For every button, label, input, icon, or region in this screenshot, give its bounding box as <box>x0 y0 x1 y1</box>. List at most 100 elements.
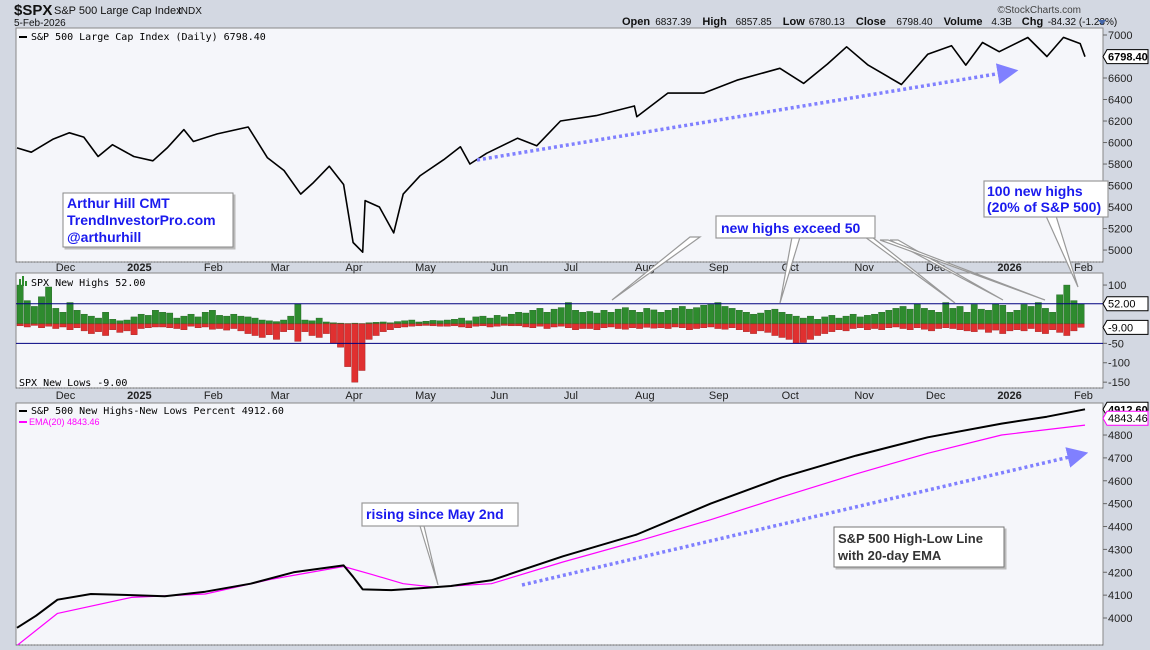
new-highs-bar <box>166 312 174 325</box>
new-lows-bar <box>550 323 558 328</box>
new-highs-bar <box>465 320 473 325</box>
new-lows-bar <box>230 323 238 329</box>
new-lows-bar <box>1027 323 1035 329</box>
y-tick-label: 5600 <box>1108 181 1132 193</box>
new-highs-bar <box>878 312 886 325</box>
new-lows-bar <box>1063 323 1071 336</box>
y-tick-label: -50 <box>1108 338 1124 350</box>
new-lows-bar <box>849 323 857 329</box>
new-lows-bar <box>436 323 444 327</box>
new-highs-bar <box>707 304 715 325</box>
new-lows-bar <box>743 323 750 332</box>
new-highs-bar <box>750 313 757 325</box>
new-highs-bar <box>287 315 295 325</box>
new-lows-bar <box>337 323 344 348</box>
new-lows-bar <box>757 323 764 332</box>
new-lows-bar <box>636 323 643 329</box>
y-tick-label: 4800 <box>1108 430 1132 442</box>
new-lows-bar <box>201 323 209 328</box>
new-lows-bar <box>686 323 693 330</box>
new-highs-bar <box>451 319 458 325</box>
new-highs-legend: SPX New Highs 52.00 <box>31 278 145 289</box>
y-tick-label: 4500 <box>1108 499 1132 511</box>
new-lows-bar <box>557 323 565 327</box>
new-lows-last-label: -9.00 <box>1108 322 1133 334</box>
new-highs-bar <box>885 310 893 325</box>
new-lows-bar <box>671 323 679 328</box>
new-lows-bar <box>664 323 672 329</box>
new-highs-bar <box>921 308 928 325</box>
dropdown-icon[interactable] <box>1098 20 1106 25</box>
new-lows-bar <box>401 323 409 328</box>
x-tick-label: Feb <box>204 262 223 274</box>
new-lows-bar <box>970 323 978 332</box>
price-last-value-label: 6798.40 <box>1108 52 1148 64</box>
svg-text:new highs exceed 50: new highs exceed 50 <box>721 220 860 236</box>
chart-date: 5-Feb-2026 <box>14 18 66 29</box>
new-lows-bar <box>152 323 159 328</box>
x-tick-label: 2025 <box>127 390 151 402</box>
new-highs-bar <box>800 317 807 325</box>
quote-label-low: Low <box>783 16 805 28</box>
new-highs-bar <box>31 306 38 325</box>
new-highs-bar <box>985 310 992 325</box>
y-tick-label: 6200 <box>1108 116 1132 128</box>
new-lows-bar <box>486 323 494 328</box>
new-highs-bar <box>38 296 45 325</box>
new-highs-last-label: 52.00 <box>1108 299 1136 311</box>
hl-legend-swatch <box>19 410 27 412</box>
new-lows-bar <box>586 323 594 329</box>
new-lows-bar <box>216 323 223 329</box>
x-tick-label: Aug <box>635 390 655 402</box>
x-tick-label: Nov <box>854 262 874 274</box>
new-lows-bar <box>693 323 700 329</box>
new-lows-bar <box>322 323 330 334</box>
new-highs-bar <box>821 316 829 325</box>
new-highs-bar <box>16 284 24 325</box>
y-tick-label: 4700 <box>1108 453 1132 465</box>
new-highs-lows-panel <box>15 272 1104 389</box>
new-highs-bar <box>294 303 302 325</box>
new-lows-bar <box>66 323 74 330</box>
x-tick-label: Nov <box>854 390 874 402</box>
new-lows-bar <box>657 323 665 328</box>
new-highs-bar <box>1077 303 1085 325</box>
new-highs-bar <box>422 320 430 325</box>
y-tick-label: 4300 <box>1108 544 1132 556</box>
new-lows-bar <box>978 323 985 330</box>
new-lows-bar <box>500 323 508 326</box>
new-highs-bar <box>73 310 81 325</box>
new-lows-bar <box>80 323 88 332</box>
new-lows-bar <box>622 323 629 330</box>
new-lows-bar <box>379 323 387 332</box>
new-lows-bar <box>493 323 501 327</box>
new-highs-bar <box>864 315 871 325</box>
new-lows-bar <box>1056 323 1064 333</box>
new-lows-bar <box>735 323 743 330</box>
new-highs-bar <box>80 313 88 325</box>
new-highs-bar <box>1042 308 1049 325</box>
hl-line-legend: S&P 500 New Highs-New Lows Percent 4912.… <box>31 406 284 417</box>
new-lows-bar <box>372 323 380 336</box>
x-tick-label: Dec <box>926 390 946 402</box>
new-lows-bar <box>892 323 900 328</box>
svg-text:S&P 500 High-Low Line: S&P 500 High-Low Line <box>838 531 983 546</box>
new-highs-bar <box>301 319 309 325</box>
watermark: ©StockCharts.com <box>997 5 1081 16</box>
new-highs-bar <box>849 313 857 325</box>
ema-legend-swatch <box>19 421 27 423</box>
new-lows-bar <box>835 323 843 330</box>
new-highs-bar <box>614 308 622 325</box>
new-highs-bar <box>778 312 786 325</box>
quote-value-chg: -84.32 (-1.23%) <box>1048 17 1117 28</box>
new-highs-bar <box>1063 284 1071 325</box>
new-lows-bar <box>629 323 636 328</box>
new-highs-bar <box>401 320 409 325</box>
hl-line-callout: S&P 500 High-Low Line with 20-day EMA <box>833 526 1005 568</box>
y-tick-label: 4100 <box>1108 590 1132 602</box>
new-lows-bar <box>116 323 124 333</box>
new-highs-bar <box>678 306 686 325</box>
new-lows-bar <box>864 323 871 330</box>
new-highs-bar <box>579 312 586 325</box>
new-highs-bar <box>109 319 117 325</box>
